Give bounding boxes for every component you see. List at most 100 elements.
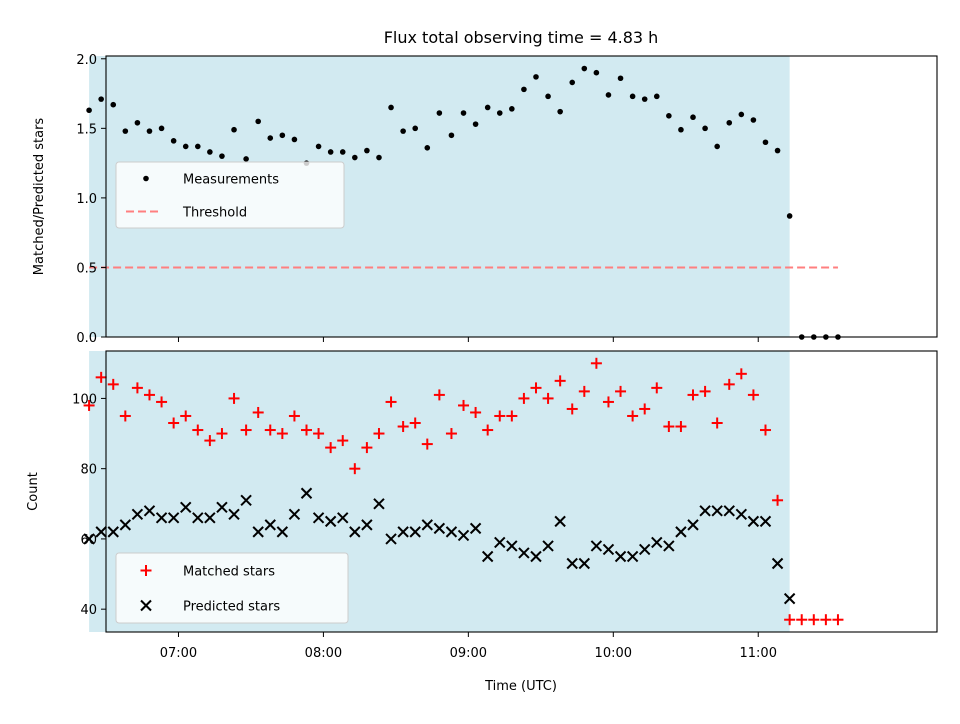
y-axis-title: Count xyxy=(26,472,41,511)
predicted-star-marker xyxy=(687,519,699,531)
measurement-point xyxy=(460,110,467,116)
measurement-point xyxy=(231,126,237,133)
matched-star-marker xyxy=(458,399,470,411)
predicted-star-marker xyxy=(409,526,421,538)
matched-star-marker xyxy=(216,428,228,440)
predicted-star-marker xyxy=(373,498,385,510)
measurement-point xyxy=(339,149,346,155)
matched-star-marker xyxy=(602,396,614,408)
predicted-star-marker xyxy=(566,557,578,570)
panel-1: 0.0 0.5 1.0 1.5 2.0 Matched/Predicted stars Me… xyxy=(32,53,938,346)
y-axis-title: Matched/Predicted stars xyxy=(32,118,47,276)
predicted-star-marker xyxy=(167,512,180,524)
measurement-point xyxy=(134,119,141,126)
measurement-point xyxy=(557,108,563,115)
matched-star-marker xyxy=(337,435,349,447)
predicted-star-marker xyxy=(240,494,252,506)
matched-star-marker xyxy=(276,428,288,440)
legend: Measurements Threshold xyxy=(115,161,345,229)
matched-star-marker xyxy=(131,382,143,394)
measurement-point xyxy=(484,104,491,111)
matched-star-marker xyxy=(228,392,240,404)
predicted-star-marker xyxy=(337,512,349,524)
measurement-point xyxy=(243,156,249,162)
y-tick-label: 1.0 xyxy=(76,192,97,207)
matched-star-marker xyxy=(397,421,409,433)
measurement-point xyxy=(472,121,479,127)
predicted-star-marker xyxy=(578,557,591,570)
predicted-star-marker xyxy=(518,547,530,559)
matched-star-marker xyxy=(832,614,844,626)
legend-marker-measurements xyxy=(143,175,149,182)
matched-star-marker xyxy=(83,399,95,411)
series-matched-stars xyxy=(83,357,844,626)
predicted-star-marker xyxy=(276,526,289,538)
matched-star-marker xyxy=(542,392,554,404)
measurement-point xyxy=(774,147,781,154)
predicted-star-marker xyxy=(180,501,192,514)
measurement-point xyxy=(786,213,793,219)
predicted-star-marker xyxy=(759,515,772,528)
predicted-star-marker xyxy=(590,540,603,552)
predicted-star-marker xyxy=(747,515,760,528)
y-tick-label: 0.0 xyxy=(76,331,97,346)
matched-star-marker xyxy=(409,417,421,429)
matched-star-marker xyxy=(180,410,192,422)
predicted-star-marker xyxy=(771,557,784,570)
x-tick-label: 09:00 xyxy=(450,646,487,661)
matched-star-marker xyxy=(313,428,325,440)
measurement-point xyxy=(509,106,515,112)
matched-star-marker xyxy=(554,375,566,387)
matched-star-marker xyxy=(288,410,300,422)
matched-star-marker xyxy=(482,424,494,436)
matched-star-marker xyxy=(385,396,397,408)
predicted-star-marker xyxy=(530,550,542,563)
measurement-point xyxy=(291,136,298,143)
measurement-point xyxy=(122,128,129,134)
measurement-point xyxy=(412,125,419,132)
matched-star-marker xyxy=(663,421,675,433)
measurement-point xyxy=(738,111,745,118)
measurement-point xyxy=(182,143,189,150)
predicted-star-marker xyxy=(397,526,409,538)
measurement-point xyxy=(762,139,769,146)
matched-star-marker xyxy=(349,463,361,475)
predicted-star-marker xyxy=(735,508,748,521)
measurement-point xyxy=(352,154,358,161)
measurement-point xyxy=(702,125,708,132)
matched-star-marker xyxy=(687,389,699,401)
y-tick-label: 60 xyxy=(80,533,97,548)
matched-star-marker xyxy=(820,614,832,626)
measurement-point xyxy=(569,79,576,86)
y-tick-label: 0.5 xyxy=(76,261,97,276)
matched-star-marker xyxy=(747,389,759,401)
matched-star-marker xyxy=(240,424,252,436)
legend-label: Predicted stars xyxy=(183,600,280,615)
x-tick-label: 10:00 xyxy=(595,646,632,661)
y-tick-label: 80 xyxy=(80,463,97,478)
matched-star-marker xyxy=(373,428,385,440)
predicted-star-marker xyxy=(216,501,228,514)
predicted-star-marker xyxy=(626,550,639,563)
measurement-point xyxy=(219,153,225,159)
predicted-star-marker xyxy=(506,540,518,552)
matched-star-marker xyxy=(470,406,482,418)
matched-star-marker xyxy=(518,392,530,404)
axes-frame xyxy=(105,55,938,338)
measurement-point xyxy=(593,69,600,76)
legend-label: Matched stars xyxy=(183,565,275,580)
predicted-star-marker xyxy=(445,526,458,538)
measurement-point xyxy=(207,149,213,155)
legend-label: Measurements xyxy=(183,173,279,188)
predicted-star-marker xyxy=(783,592,796,605)
predicted-star-marker xyxy=(324,515,337,528)
predicted-star-marker xyxy=(421,519,433,531)
measurement-point xyxy=(98,96,104,102)
y-tick-label: 2.0 xyxy=(76,53,97,68)
measurement-point xyxy=(364,147,370,154)
measurement-point xyxy=(545,93,551,100)
matched-star-marker xyxy=(784,614,796,626)
matched-star-marker xyxy=(735,368,747,380)
predicted-star-marker xyxy=(481,550,494,563)
legend-frame xyxy=(115,161,345,229)
